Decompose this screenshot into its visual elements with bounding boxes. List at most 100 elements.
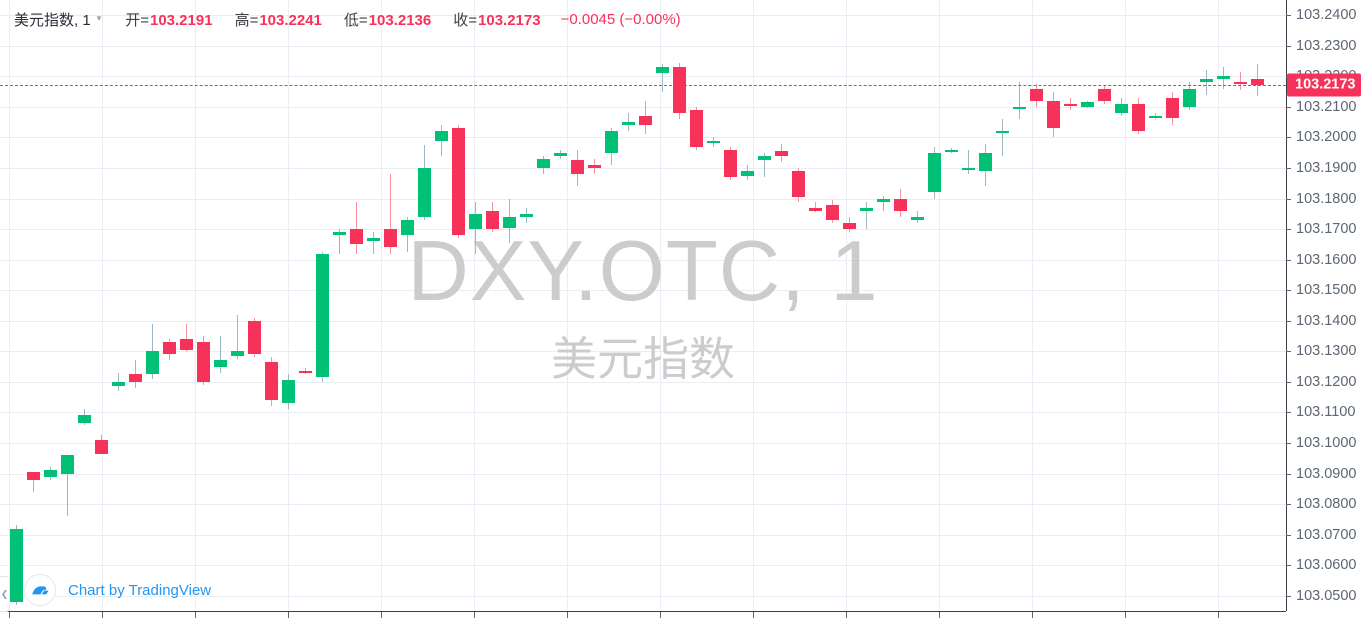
time-axis-line	[0, 611, 1286, 612]
gridline-horizontal	[0, 442, 1286, 444]
candle-body	[282, 380, 295, 404]
candle-body	[95, 439, 108, 454]
gridline-horizontal	[0, 504, 1286, 506]
legend-open-value: 103.2191	[149, 11, 213, 29]
price-axis-label: 103.1200	[1296, 373, 1357, 390]
legend-symbol-title[interactable]: 美元指数, 1	[14, 11, 91, 29]
price-axis-label: 103.0500	[1296, 587, 1357, 604]
gridline-horizontal	[0, 106, 1286, 108]
candle-body	[435, 131, 448, 141]
time-axis[interactable]	[0, 611, 1286, 623]
legend-open-label: 开=	[125, 11, 149, 29]
price-axis-label: 103.1700	[1296, 221, 1357, 238]
price-axis-label: 103.1000	[1296, 434, 1357, 451]
candle-body	[112, 381, 125, 387]
candle-body	[418, 168, 431, 217]
time-axis-tick	[9, 612, 10, 618]
candlestick-series	[10, 62, 1264, 605]
price-axis-tick	[1286, 106, 1291, 108]
gridline-vertical	[567, 0, 568, 611]
gridline-vertical	[1218, 0, 1219, 611]
gridline-horizontal	[0, 473, 1286, 475]
candle-body	[860, 207, 873, 211]
candle-wick	[1240, 71, 1241, 91]
price-axis-label: 103.1400	[1296, 312, 1357, 329]
candle-body	[1234, 82, 1247, 85]
candle-body	[350, 229, 363, 245]
gridline-vertical	[288, 0, 289, 611]
candle-body	[180, 339, 193, 350]
time-axis-tick	[1032, 612, 1033, 618]
time-axis-tick	[939, 612, 940, 618]
price-axis[interactable]: 103.2173 103.2400103.2300103.2200103.210…	[1286, 0, 1371, 623]
current-price-badge: 103.2173	[1287, 73, 1362, 97]
price-axis-label: 103.1100	[1296, 404, 1356, 421]
price-axis-tick	[1286, 229, 1291, 231]
candle-body	[299, 371, 312, 374]
candle-body	[10, 528, 23, 602]
price-axis-label: 103.1800	[1296, 190, 1357, 207]
candle-wick	[33, 473, 34, 492]
chevron-down-icon[interactable]: ▾	[96, 12, 102, 23]
price-axis-tick	[1286, 504, 1291, 506]
gridline-vertical	[474, 0, 475, 611]
candle-body	[384, 229, 397, 248]
tradingview-attribution-label[interactable]: Chart by TradingView	[68, 581, 212, 599]
gridline-vertical	[102, 0, 103, 611]
candle-body	[962, 168, 975, 171]
candle-wick	[339, 229, 340, 254]
candle-body	[656, 67, 669, 74]
candle-body	[1013, 106, 1026, 109]
candle-body	[452, 128, 465, 236]
candle-body	[877, 198, 890, 202]
gridline-horizontal	[0, 45, 1286, 47]
price-axis-tick	[1286, 534, 1291, 536]
time-axis-tick	[288, 612, 289, 618]
price-axis-label: 103.0800	[1296, 496, 1357, 513]
gridline-vertical	[753, 0, 754, 611]
time-axis-tick	[567, 612, 568, 618]
candle-body	[945, 149, 958, 152]
candle-body	[248, 320, 261, 355]
candle-body	[741, 171, 754, 176]
price-axis-tick	[1286, 320, 1291, 322]
legend-high-label: 高=	[234, 11, 259, 29]
candle-wick	[764, 152, 765, 178]
chart-gridlines	[0, 0, 1286, 611]
price-axis-tick	[1286, 351, 1291, 353]
gridline-horizontal	[0, 15, 1286, 17]
candle-body	[1081, 102, 1094, 107]
gridline-horizontal	[0, 198, 1286, 200]
price-axis-label: 103.0900	[1296, 465, 1357, 482]
gridline-horizontal	[0, 229, 1286, 231]
price-axis-tick	[1286, 565, 1291, 567]
legend-change: −0.0045 (−0.00%)	[560, 10, 681, 28]
gridline-vertical	[1125, 0, 1126, 611]
candle-body	[367, 238, 380, 242]
time-axis-tick	[753, 612, 754, 618]
gridline-horizontal	[0, 76, 1286, 78]
candle-body	[486, 210, 499, 230]
candle-wick	[186, 323, 187, 352]
candle-body	[1183, 88, 1196, 107]
legend-close-value: 103.2173	[478, 11, 541, 29]
chart-plot-area[interactable]: DXY.OTC, 1 美元指数	[0, 0, 1286, 611]
price-axis-label: 103.1600	[1296, 251, 1357, 268]
price-axis-label: 103.2000	[1296, 129, 1357, 146]
candle-body	[792, 171, 805, 198]
candle-wick	[1206, 70, 1207, 95]
candle-body	[826, 204, 839, 220]
candle-wick	[67, 455, 68, 517]
chevron-left-icon[interactable]: ❮	[0, 576, 10, 612]
price-axis-tick	[1286, 473, 1291, 475]
price-axis-tick	[1286, 290, 1291, 292]
candle-body	[469, 213, 482, 230]
candle-body	[1030, 88, 1043, 101]
gridline-vertical	[381, 0, 382, 611]
tradingview-attribution[interactable]: Chart by TradingView	[24, 574, 211, 606]
candle-body	[316, 253, 329, 378]
price-axis-label: 103.0700	[1296, 526, 1357, 543]
gridline-vertical	[660, 0, 661, 611]
time-axis-tick	[195, 612, 196, 618]
